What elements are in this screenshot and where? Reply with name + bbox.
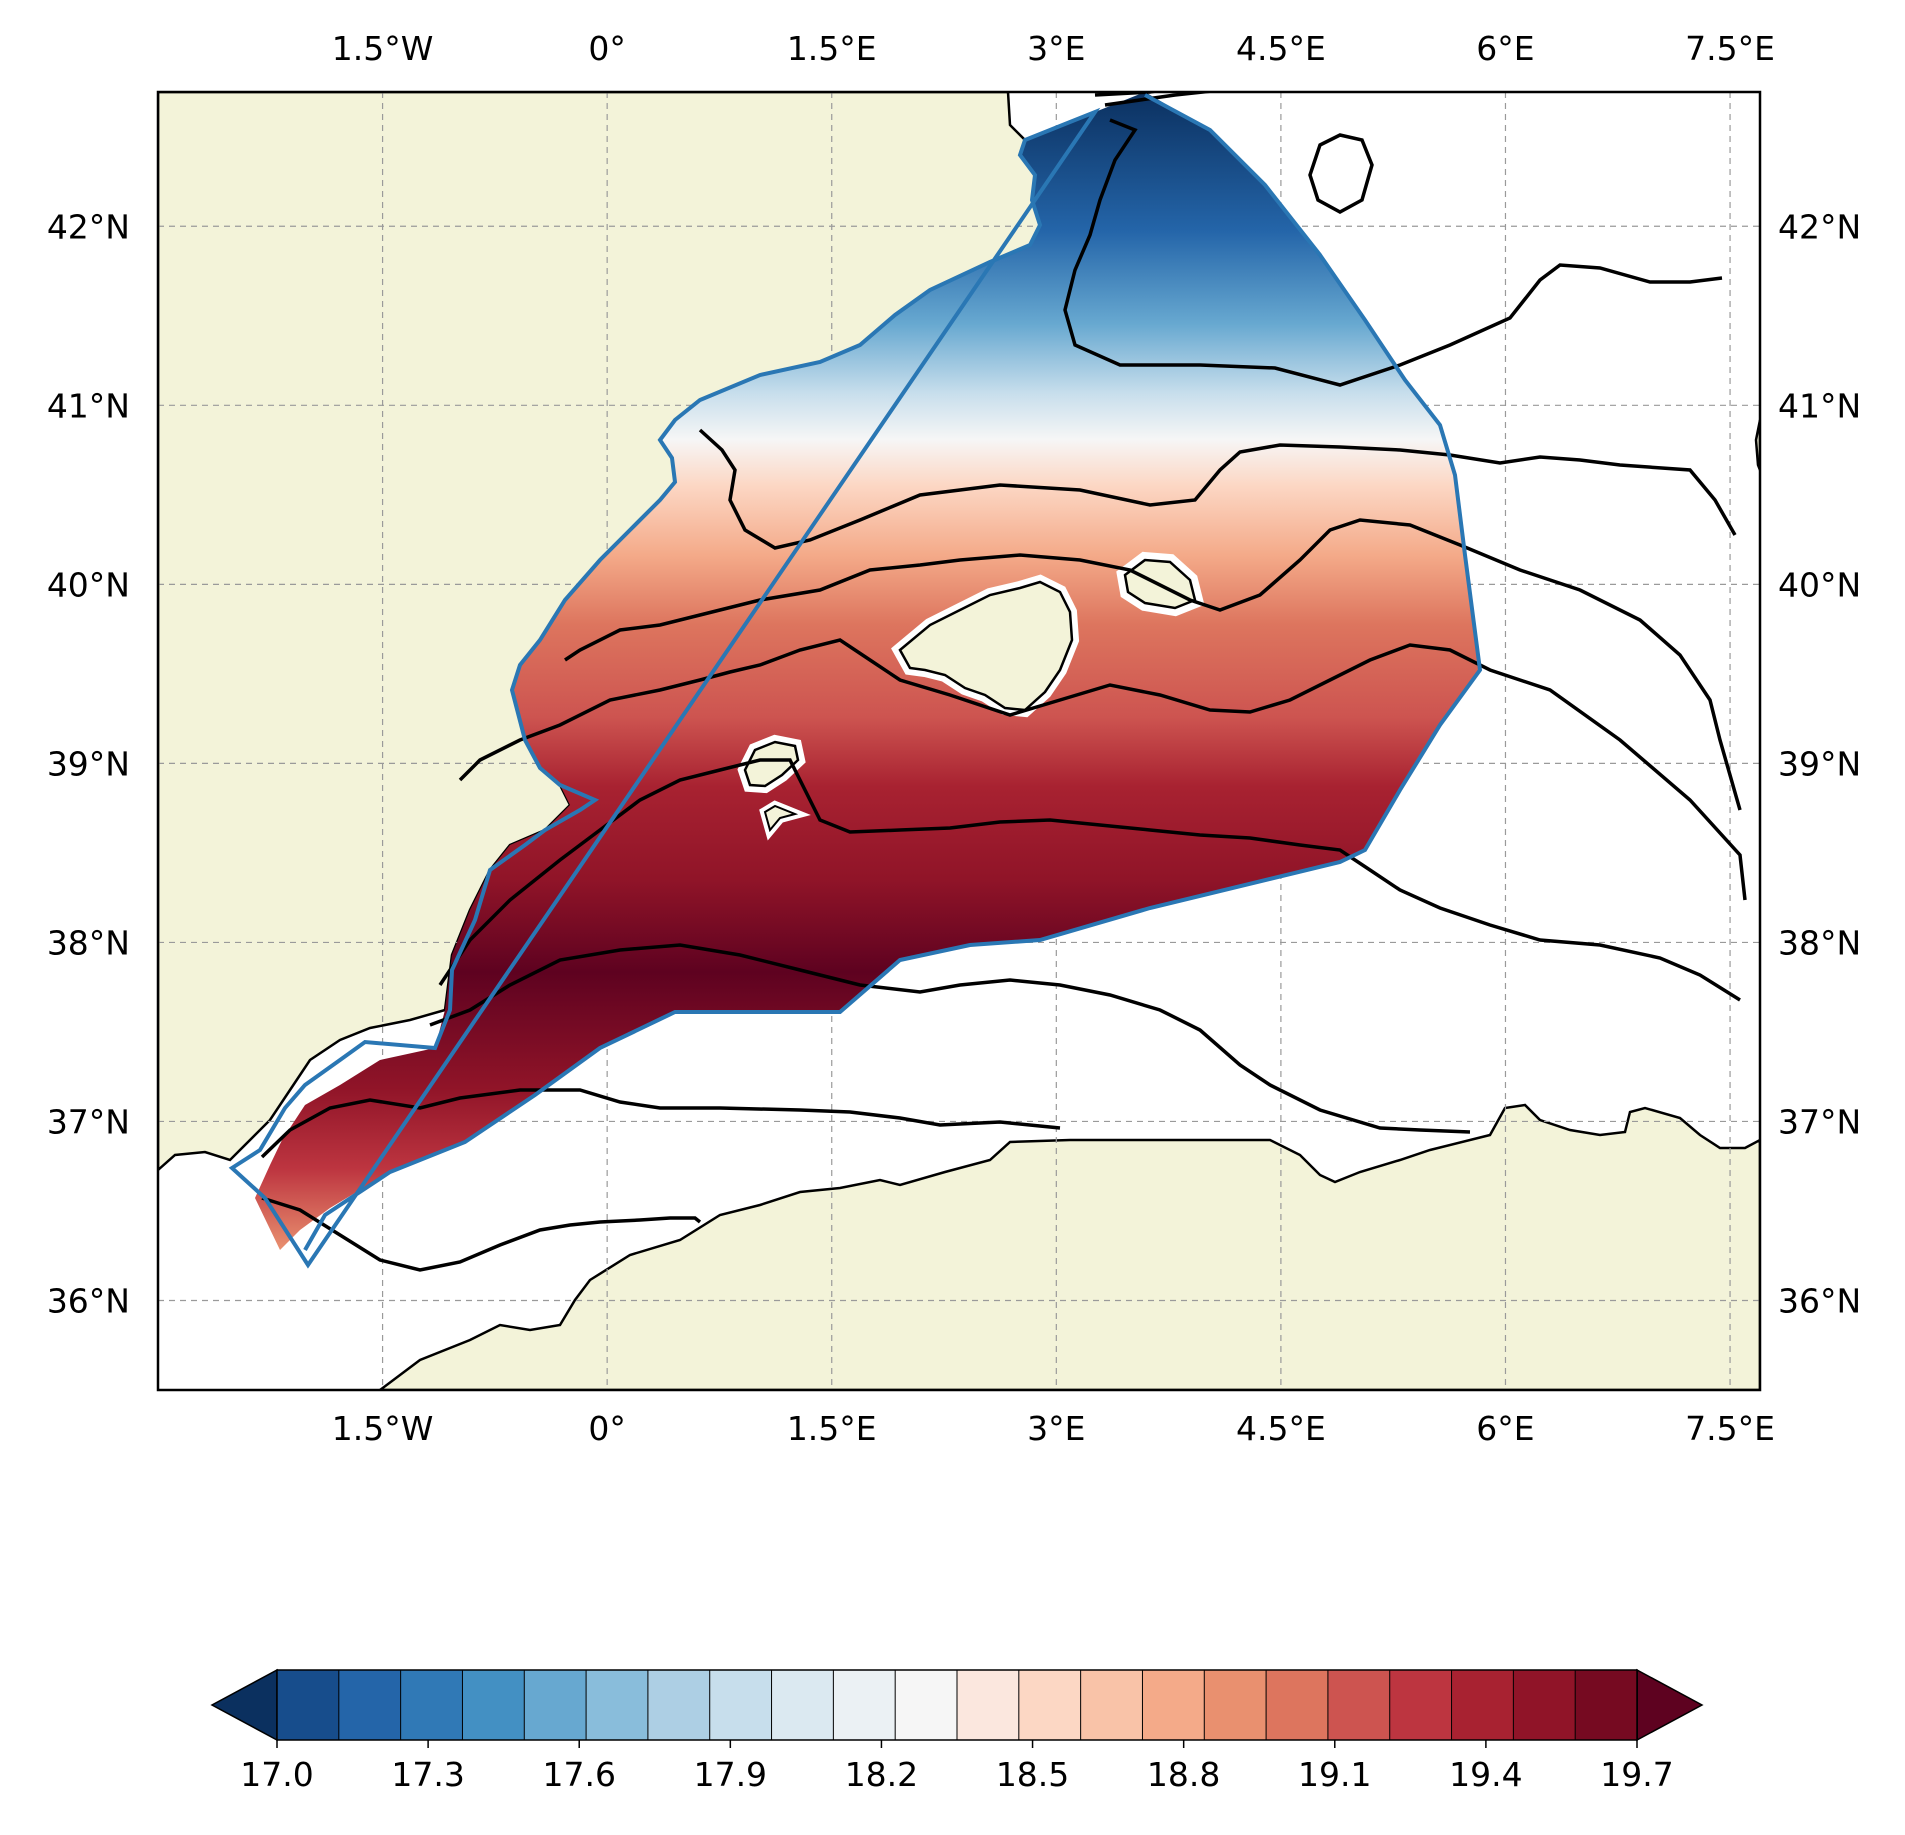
colorbar-tick-label: 19.7 — [1600, 1755, 1673, 1794]
lat-tick-label-left: 36°N — [47, 1281, 130, 1320]
lat-tick-label-left: 41°N — [47, 386, 130, 425]
colorbar-swatch — [956, 1669, 1020, 1741]
colorbar-swatch — [1018, 1669, 1082, 1741]
lon-tick-label-top: 0° — [588, 29, 626, 68]
lat-tick-label-right: 40°N — [1778, 565, 1861, 604]
colorbar-swatch — [647, 1669, 711, 1741]
colorbar-extend-min — [210, 1668, 278, 1742]
lon-tick-label-bottom: 1.5°W — [332, 1409, 434, 1448]
colorbar-swatch — [832, 1669, 897, 1741]
colorbar-swatch — [709, 1669, 773, 1741]
contour-line — [260, 1088, 1061, 1159]
lat-tick-label-right: 38°N — [1778, 923, 1861, 962]
colorbar-tick-label: 17.6 — [542, 1755, 615, 1794]
lat-tick-label-left: 38°N — [47, 923, 130, 962]
colorbar-swatch — [1451, 1669, 1515, 1741]
lat-tick-label-left: 39°N — [47, 744, 130, 783]
lon-tick-label-bottom: 7.5°E — [1685, 1409, 1775, 1448]
colorbar: 17.0 17.3 17.6 17.9 18.2 18.5 18.8 19.1 19.4 19.7 — [210, 1668, 1704, 1794]
lon-tick-label-bottom: 4.5°E — [1236, 1409, 1326, 1448]
contour-line — [698, 428, 1737, 550]
colorbar-tick-label: 18.2 — [845, 1755, 918, 1794]
colorbar-swatch — [771, 1669, 835, 1741]
map-frame — [156, 90, 1762, 1392]
colorbar-tick-label: 19.1 — [1298, 1755, 1371, 1794]
colorbar-swatch — [1141, 1669, 1206, 1741]
lon-tick-label-top: 1.5°W — [332, 29, 434, 68]
lon-tick-label-top: 7.5°E — [1685, 29, 1775, 68]
domain-boundary — [228, 93, 1483, 1269]
colorbar-swatch — [338, 1669, 402, 1741]
colorbar-swatch — [523, 1669, 588, 1741]
lon-tick-label-bottom: 6°E — [1476, 1409, 1534, 1448]
colorbar-tick-label: 17.0 — [240, 1755, 313, 1794]
lon-tick-label-top: 6°E — [1476, 29, 1534, 68]
lat-tick-label-left: 40°N — [47, 565, 130, 604]
colorbar-swatch — [276, 1669, 340, 1741]
colorbar-swatch — [1512, 1669, 1577, 1741]
lat-tick-label-right: 42°N — [1778, 207, 1861, 246]
lon-tick-label-bottom: 0° — [588, 1409, 626, 1448]
colorbar-tick-label: 17.9 — [694, 1755, 767, 1794]
lat-tick-label-right: 36°N — [1778, 1281, 1861, 1320]
contour-line — [564, 518, 1742, 811]
contour-line — [261, 1196, 702, 1272]
lon-tick-label-top: 4.5°E — [1236, 29, 1326, 68]
colorbar-tick-label: 19.4 — [1449, 1755, 1522, 1794]
colorbar-tick-label: 18.5 — [996, 1755, 1069, 1794]
lon-tick-label-bottom: 1.5°E — [787, 1409, 877, 1448]
colorbar-swatch — [1203, 1669, 1268, 1741]
lat-tick-label-right: 37°N — [1778, 1102, 1861, 1141]
colorbar-swatch — [1080, 1669, 1144, 1741]
colorbar-swatch — [1389, 1669, 1453, 1741]
lon-tick-label-bottom: 3°E — [1027, 1409, 1085, 1448]
lat-tick-label-left: 42°N — [47, 207, 130, 246]
colorbar-swatch — [585, 1669, 649, 1741]
colorbar-tick-label: 18.8 — [1147, 1755, 1220, 1794]
colorbar-swatch — [894, 1669, 959, 1741]
map-panel — [158, 92, 1760, 1390]
contour-line — [1094, 92, 1162, 97]
contour-line — [1063, 118, 1723, 387]
colorbar-tick-label: 17.3 — [391, 1755, 464, 1794]
colorbar-swatch — [1574, 1669, 1638, 1741]
colorbar-swatch — [1327, 1669, 1391, 1741]
lat-tick-label-right: 39°N — [1778, 744, 1861, 783]
colorbar-outline — [276, 1669, 1638, 1741]
lat-tick-label-left: 37°N — [47, 1102, 130, 1141]
contour-line — [438, 758, 1741, 1002]
contour-line — [1308, 133, 1374, 214]
contour-line — [1104, 92, 1220, 107]
lon-tick-label-top: 3°E — [1027, 29, 1085, 68]
lon-tick-label-top: 1.5°E — [787, 29, 877, 68]
colorbar-extend-max — [1636, 1668, 1704, 1742]
colorbar-swatch — [1265, 1669, 1329, 1741]
contour-line — [458, 638, 1747, 901]
isotherm-contours — [260, 92, 1747, 1272]
colorbar-swatch — [400, 1669, 464, 1741]
colorbar-swatch — [461, 1669, 526, 1741]
contour-line — [429, 943, 1471, 1134]
axis-tick-labels: 1.5°W 1.5°W 0° 0° 1.5°E 1.5°E 3°E 3°E 4.5°E 4.5°E… — [47, 29, 1861, 1448]
lat-tick-label-right: 41°N — [1778, 386, 1861, 425]
north-africa-land — [377, 1103, 1760, 1390]
